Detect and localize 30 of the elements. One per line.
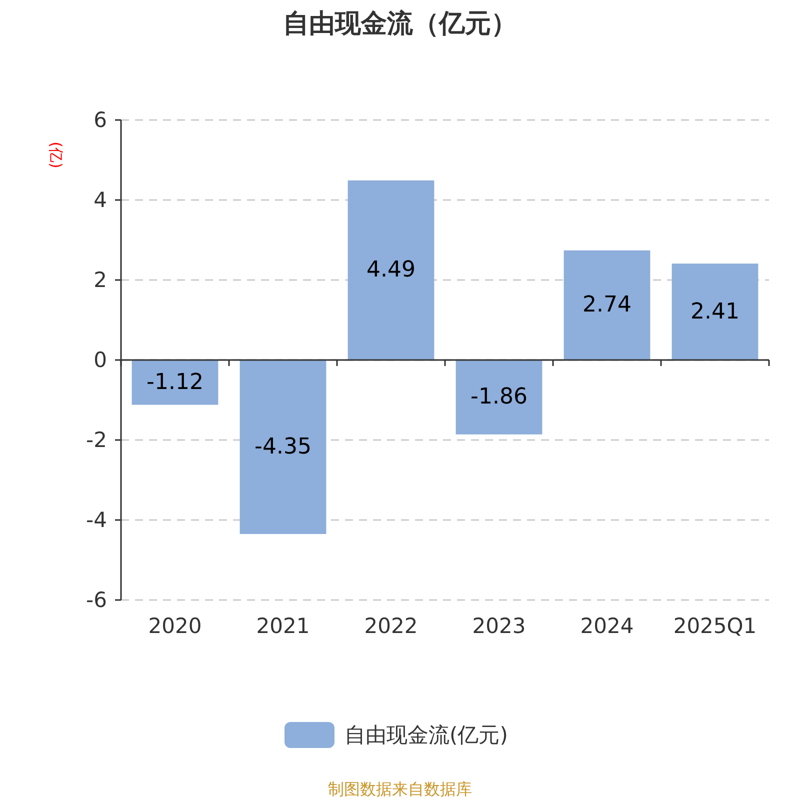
- x-tick-label: 2021: [256, 614, 310, 638]
- legend-label: 自由现金流(亿元): [344, 723, 508, 747]
- y-tick-label: 0: [94, 348, 107, 372]
- bar: [564, 250, 650, 360]
- x-tick-label: 2022: [364, 614, 418, 638]
- y-tick-label: 4: [94, 188, 107, 212]
- y-axis-title: (亿): [47, 142, 65, 168]
- bar: [240, 360, 326, 534]
- bar: [672, 264, 758, 360]
- x-tick-label: 2023: [472, 614, 526, 638]
- bar: [348, 180, 434, 360]
- y-tick-label: -4: [86, 508, 107, 532]
- x-tick-label: 2020: [148, 614, 202, 638]
- bar: [456, 360, 542, 434]
- y-tick-label: -6: [86, 588, 107, 612]
- legend: 自由现金流(亿元): [284, 722, 508, 748]
- y-tick-label: 2: [94, 268, 107, 292]
- data-label: -4.35: [254, 434, 312, 460]
- text: 制图数据来自数据库: [328, 780, 472, 798]
- bar: [132, 360, 218, 405]
- x-tick-label: 2024: [580, 614, 634, 638]
- data-label: 2.41: [690, 299, 740, 324]
- data-label: 4.49: [366, 258, 416, 283]
- y-tick-label: 6: [94, 108, 107, 132]
- data-label: -1.12: [146, 370, 204, 395]
- data-label: 2.74: [582, 292, 632, 318]
- data-label: -1.86: [470, 384, 528, 410]
- x-tick-label: 2025Q1: [673, 614, 757, 638]
- y-tick-label: -2: [86, 428, 107, 452]
- chart-title: 自由现金流（亿元）: [283, 9, 517, 39]
